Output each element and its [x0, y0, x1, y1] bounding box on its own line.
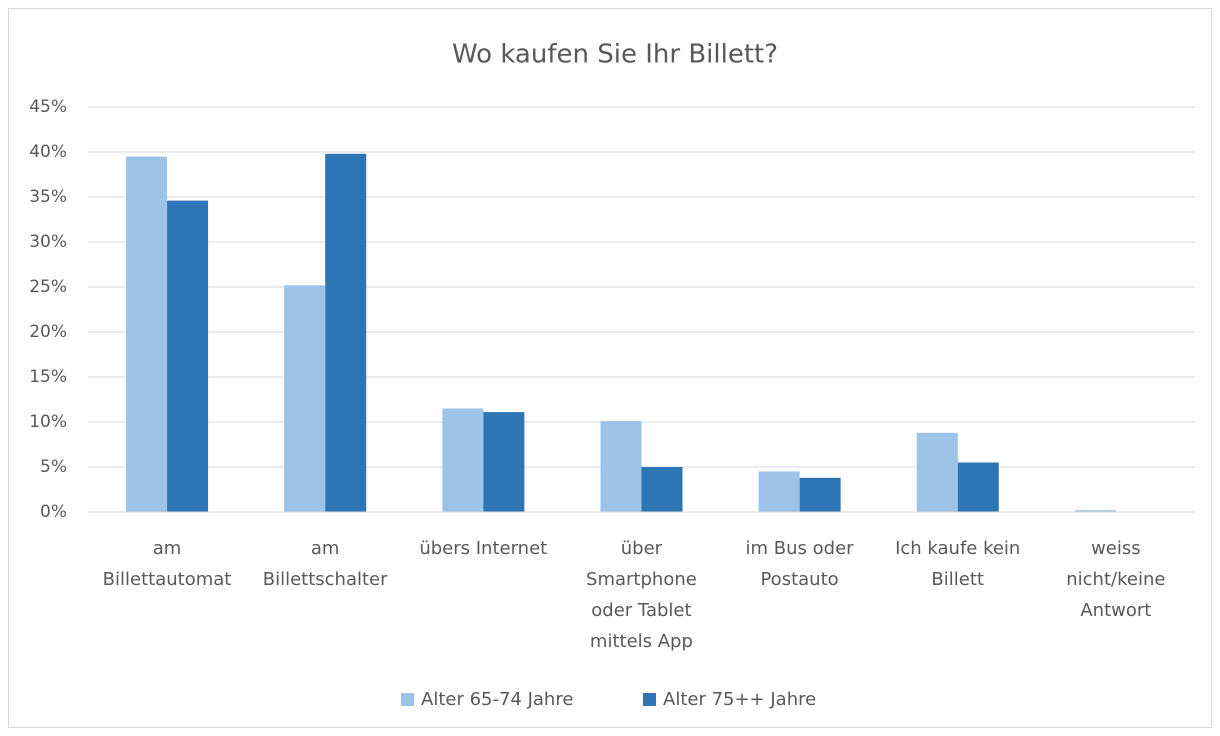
bar	[916, 432, 958, 512]
bar	[167, 200, 209, 512]
bar	[325, 153, 367, 513]
legend-label: Alter 65-74 Jahre	[421, 689, 573, 710]
y-tick-label: 25%	[29, 277, 67, 297]
x-tick-label: über Smartphone oder Tablet mittels App	[586, 538, 697, 652]
bar	[600, 421, 642, 512]
y-tick-label: 0%	[40, 502, 67, 522]
y-tick-label: 10%	[29, 412, 67, 432]
x-tick-label: im Bus oder Postauto	[745, 538, 854, 590]
y-tick-label: 20%	[29, 322, 67, 342]
legend-swatch	[401, 693, 414, 706]
x-tick-label: am Billettschalter	[262, 538, 388, 590]
y-tick-label: 35%	[29, 187, 67, 207]
x-tick-label: Ich kaufe kein Billett	[895, 538, 1021, 590]
legend-label: Alter 75++ Jahre	[663, 689, 816, 710]
y-tick-label: 30%	[29, 232, 67, 252]
bar	[1074, 510, 1116, 512]
bar	[799, 477, 841, 512]
bar	[957, 462, 999, 512]
bar	[442, 408, 484, 512]
bar	[284, 285, 326, 512]
y-tick-label: 45%	[29, 97, 67, 117]
y-tick-label: 5%	[40, 457, 67, 477]
chart-border	[8, 8, 1212, 728]
x-tick-label: übers Internet	[419, 538, 548, 559]
legend-swatch	[643, 693, 656, 706]
bar	[126, 156, 168, 512]
x-tick-label: am Billettautomat	[102, 538, 232, 590]
y-tick-label: 40%	[29, 142, 67, 162]
x-tick-label: weiss nicht/keine Antwort	[1066, 538, 1166, 621]
bar	[758, 471, 800, 512]
bar	[641, 467, 683, 512]
chart-title: Wo kaufen Sie Ihr Billett?	[452, 40, 778, 70]
bar	[483, 412, 525, 512]
y-tick-label: 15%	[29, 367, 67, 387]
